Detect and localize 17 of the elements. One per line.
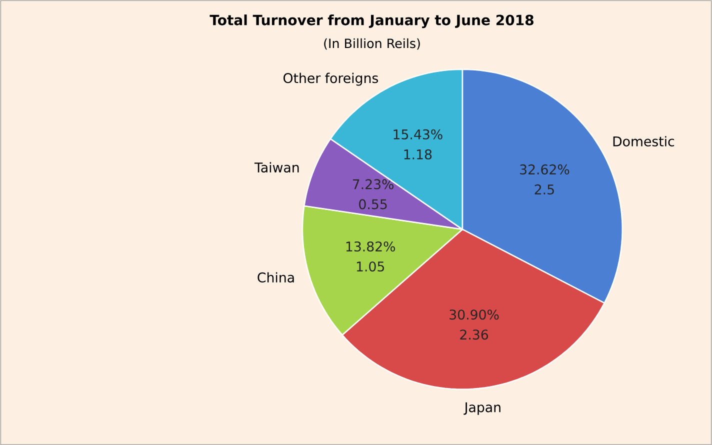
chart-subtitle: (In Billion Reils): [324, 38, 420, 50]
slice-label: Other foreigns: [284, 72, 378, 86]
data-label: 30.90%: [450, 309, 499, 320]
text: 2.36: [460, 329, 488, 340]
text: 0.55: [359, 199, 387, 210]
slice-label: Taiwan: [254, 162, 299, 172]
data-label: 7.23%: [352, 179, 394, 190]
data-label: 13.82%: [346, 241, 396, 252]
text: 1.05: [356, 261, 384, 272]
chart-title: Total Turnover from January to June 2018: [210, 14, 534, 28]
data-label: 32.62%: [520, 164, 570, 174]
data-label: 15.43%: [394, 129, 442, 140]
slice-label: Domestic: [613, 136, 674, 146]
text: 2.5: [534, 184, 554, 194]
text: 1.18: [404, 149, 432, 160]
slice-label: Japan: [464, 402, 500, 415]
slice-label: China: [258, 272, 294, 282]
